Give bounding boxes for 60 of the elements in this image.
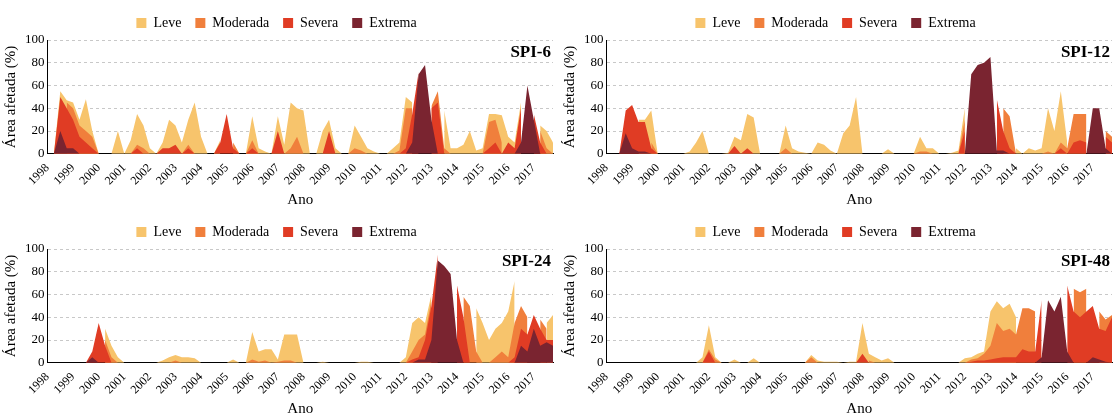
legend-label: Leve bbox=[153, 223, 182, 239]
y-tick-label: 80 bbox=[31, 54, 45, 70]
chart-title: SPI-6 bbox=[510, 41, 551, 61]
x-tick-label: 1999 bbox=[50, 369, 78, 397]
legend-label: Severa bbox=[859, 14, 898, 30]
legend-label: Leve bbox=[712, 14, 741, 30]
legend-label: Severa bbox=[300, 14, 339, 30]
legend-label: Moderada bbox=[771, 223, 829, 239]
legend-label: Moderada bbox=[212, 223, 270, 239]
legend-label: Extrema bbox=[369, 14, 418, 30]
y-tick-label: 0 bbox=[597, 354, 604, 370]
legend-label: Severa bbox=[300, 223, 339, 239]
x-tick-label: 2011 bbox=[358, 160, 385, 187]
y-tick-label: 100 bbox=[25, 31, 45, 47]
y-tick-label: 80 bbox=[31, 263, 45, 279]
x-tick-label: 2011 bbox=[358, 369, 385, 396]
chart-title: SPI-24 bbox=[501, 250, 552, 270]
x-axis-title: Ano bbox=[846, 399, 873, 416]
x-tick-label: 2011 bbox=[917, 369, 944, 396]
legend-label: Moderada bbox=[771, 14, 829, 30]
y-axis-title: Área afetada (%) bbox=[1, 45, 19, 149]
y-axis-title: Área afetada (%) bbox=[1, 254, 19, 358]
y-tick-label: 80 bbox=[590, 263, 604, 279]
legend-label: Extrema bbox=[369, 223, 418, 239]
y-tick-label: 40 bbox=[590, 308, 604, 324]
y-tick-label: 60 bbox=[31, 285, 45, 301]
y-tick-label: 100 bbox=[584, 31, 604, 47]
y-tick-label: 40 bbox=[590, 99, 604, 115]
x-axis-title: Ano bbox=[846, 190, 873, 207]
y-axis-title: Área afetada (%) bbox=[560, 45, 578, 149]
y-tick-label: 40 bbox=[31, 308, 45, 324]
y-tick-label: 80 bbox=[590, 54, 604, 70]
x-tick-label: 1999 bbox=[609, 369, 637, 397]
y-tick-label: 20 bbox=[31, 122, 45, 138]
y-tick-label: 40 bbox=[31, 99, 45, 115]
y-tick-label: 100 bbox=[25, 240, 45, 256]
x-axis-title: Ano bbox=[287, 190, 314, 207]
y-axis-title: Área afetada (%) bbox=[560, 254, 578, 358]
y-tick-label: 60 bbox=[31, 76, 45, 92]
y-tick-label: 20 bbox=[590, 331, 604, 347]
legend-label: Extrema bbox=[928, 223, 977, 239]
chart-title: SPI-48 bbox=[1060, 250, 1110, 270]
y-tick-label: 20 bbox=[31, 331, 45, 347]
y-tick-label: 100 bbox=[584, 240, 604, 256]
x-tick-label: 2011 bbox=[917, 160, 944, 187]
y-tick-label: 20 bbox=[590, 122, 604, 138]
y-tick-label: 60 bbox=[590, 285, 604, 301]
x-tick-label: 1999 bbox=[609, 160, 637, 188]
y-tick-label: 0 bbox=[597, 145, 604, 161]
x-axis-title: Ano bbox=[287, 399, 314, 416]
x-tick-label: 1999 bbox=[50, 160, 78, 188]
y-tick-label: 0 bbox=[38, 145, 45, 161]
legend-label: Extrema bbox=[928, 14, 977, 30]
legend-label: Severa bbox=[859, 223, 898, 239]
legend-label: Moderada bbox=[212, 14, 270, 30]
legend-label: Leve bbox=[153, 14, 182, 30]
y-tick-label: 0 bbox=[38, 354, 45, 370]
chart-title: SPI-12 bbox=[1060, 41, 1110, 61]
legend-label: Leve bbox=[712, 223, 741, 239]
y-tick-label: 60 bbox=[590, 76, 604, 92]
